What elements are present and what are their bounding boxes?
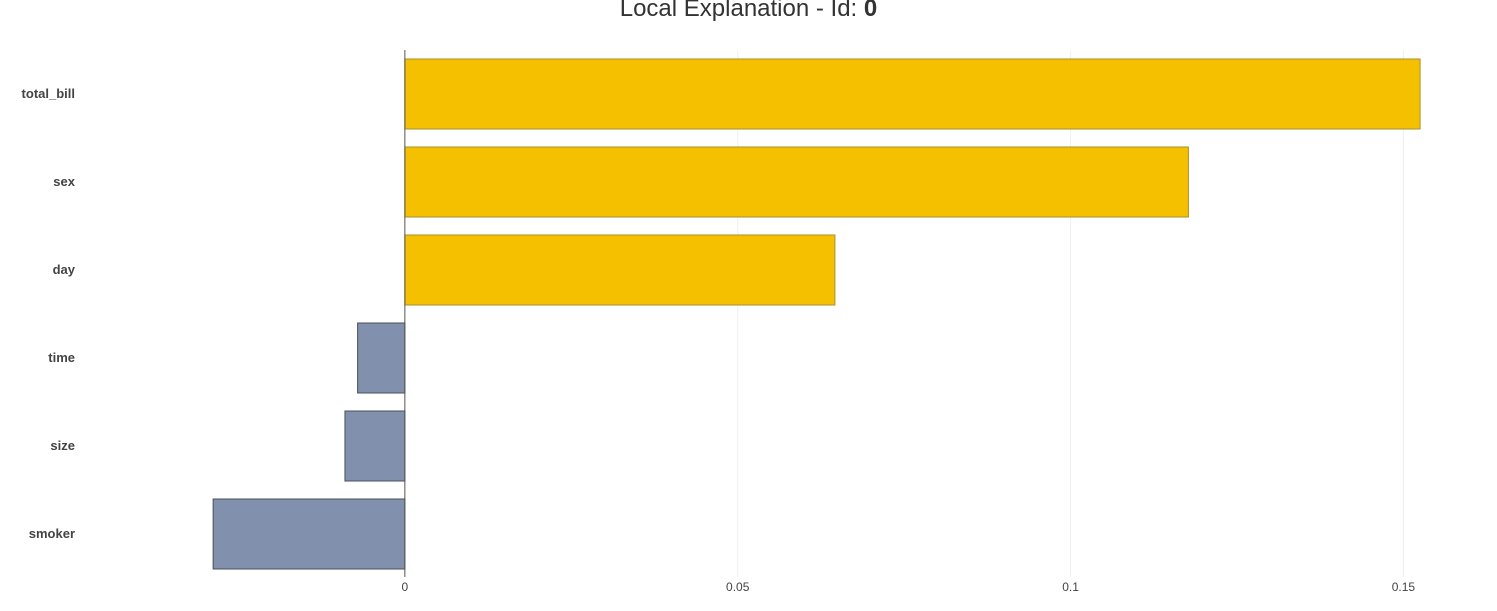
chart-title: Local Explanation - Id: 0	[0, 0, 1497, 24]
y-tick-label: sex	[53, 174, 75, 189]
grid-layer	[737, 50, 1404, 577]
x-tick-label: 0.15	[1392, 580, 1416, 594]
y-tick-label: time	[48, 350, 75, 365]
bar-smoker[interactable]	[212, 498, 406, 570]
bar-total-bill[interactable]	[404, 58, 1421, 130]
bar-layer	[212, 58, 1421, 570]
chart-title-text: Local Explanation - Id:	[619, 0, 864, 22]
y-tick-label: day	[53, 262, 76, 277]
x-tick-label: 0	[402, 580, 409, 594]
y-tick-label: smoker	[29, 526, 75, 541]
x-tick-label: 0.05	[726, 580, 750, 594]
bar-day[interactable]	[404, 234, 836, 306]
bar-time[interactable]	[357, 322, 406, 394]
bar-size[interactable]	[344, 410, 406, 482]
chart-title-id: 0	[863, 0, 878, 22]
bar-sex[interactable]	[404, 146, 1189, 218]
x-tick-labels: 0 0.05 0.1 0.15	[402, 580, 1416, 594]
x-tick-label: 0.1	[1062, 580, 1079, 594]
y-tick-label: size	[50, 438, 75, 453]
y-tick-label: total_bill	[22, 86, 75, 101]
